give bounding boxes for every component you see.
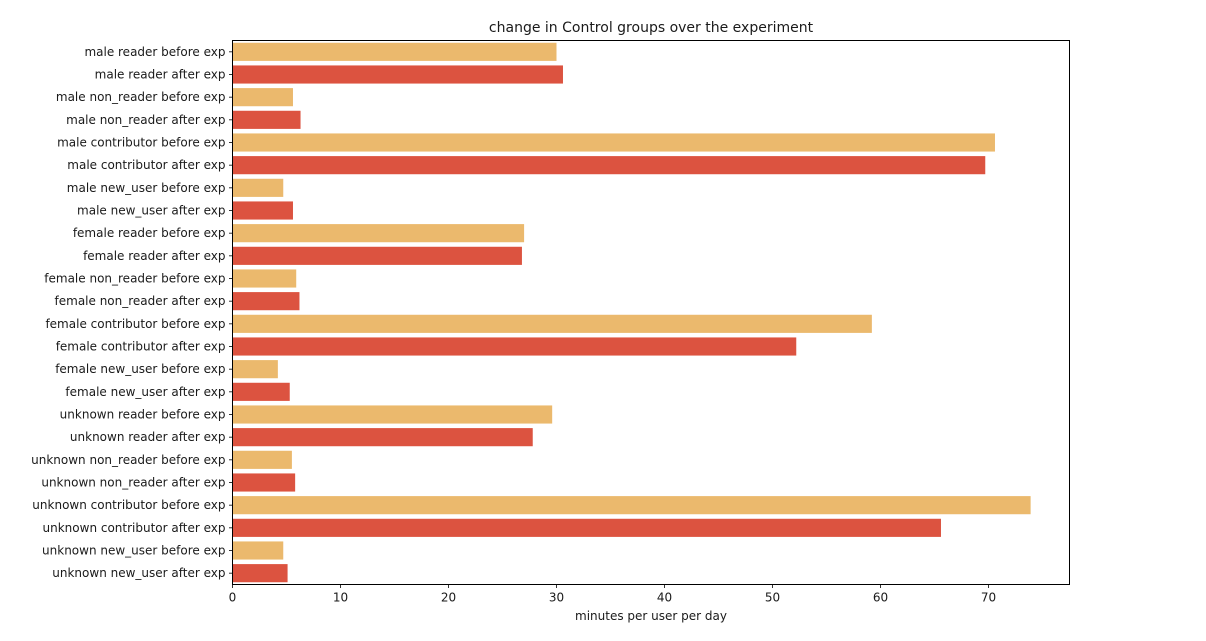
y-tick-label-1: male reader after exp	[95, 68, 226, 82]
y-tick-label-0: male reader before exp	[84, 45, 225, 59]
y-tick-label-10: female non_reader before exp	[44, 272, 225, 286]
y-tick-label-15: female new_user after exp	[65, 385, 225, 399]
y-tick-label-6: male new_user before exp	[67, 181, 226, 195]
x-tick-label-4: 40	[657, 591, 672, 605]
bar-3	[232, 110, 301, 129]
y-tick-label-16: unknown reader before exp	[60, 408, 226, 422]
y-tick-label-3: male non_reader after exp	[66, 113, 225, 127]
x-tick-label-1: 10	[333, 591, 348, 605]
bar-0	[232, 42, 557, 61]
bar-1	[232, 65, 563, 84]
y-tick-label-2: male non_reader before exp	[56, 90, 226, 104]
bar-21	[232, 518, 941, 537]
bar-23	[232, 564, 288, 583]
bar-14	[232, 360, 278, 379]
x-axis-label: minutes per user per day	[575, 609, 727, 623]
bar-19	[232, 473, 296, 492]
x-tick-label-3: 30	[549, 591, 564, 605]
bar-13	[232, 337, 797, 356]
y-tick-label-7: male new_user after exp	[77, 204, 225, 218]
bar-22	[232, 541, 284, 560]
x-tick-label-6: 60	[873, 591, 888, 605]
bar-17	[232, 428, 533, 447]
y-tick-label-22: unknown new_user before exp	[42, 544, 225, 558]
bar-20	[232, 496, 1031, 515]
bar-16	[232, 405, 553, 424]
x-tick-label-7: 70	[981, 591, 996, 605]
bar-9	[232, 246, 522, 265]
y-tick-label-14: female new_user before exp	[55, 362, 225, 376]
bar-7	[232, 201, 293, 220]
y-tick-label-5: male contributor after exp	[67, 158, 225, 172]
bar-6	[232, 178, 284, 197]
y-axis-ticks: male reader before exp male reader after …	[31, 45, 233, 580]
y-tick-label-13: female contributor after exp	[56, 340, 226, 354]
y-tick-label-8: female reader before exp	[73, 226, 226, 240]
y-tick-label-20: unknown contributor before exp	[32, 498, 225, 512]
x-tick-label-0: 0	[229, 591, 237, 605]
bar-10	[232, 269, 297, 288]
x-tick-label-5: 50	[765, 591, 780, 605]
y-tick-label-9: female reader after exp	[83, 249, 225, 263]
bar-12	[232, 314, 872, 333]
y-tick-label-21: unknown contributor after exp	[43, 521, 226, 535]
chart-title: change in Control groups over the experi…	[489, 20, 814, 36]
bar-2	[232, 88, 293, 107]
y-tick-label-17: unknown reader after exp	[70, 430, 226, 444]
y-tick-label-11: female non_reader after exp	[55, 294, 226, 308]
y-tick-label-12: female contributor before exp	[45, 317, 225, 331]
bar-4	[232, 133, 995, 152]
bar-11	[232, 292, 300, 311]
bar-18	[232, 450, 292, 469]
y-tick-label-23: unknown new_user after exp	[52, 566, 225, 580]
y-tick-label-18: unknown non_reader before exp	[31, 453, 225, 467]
bar-8	[232, 224, 525, 243]
plot-frame	[232, 40, 1070, 585]
y-tick-label-4: male contributor before exp	[57, 136, 225, 150]
bars-group	[232, 42, 1031, 583]
y-tick-label-19: unknown non_reader after exp	[41, 476, 225, 490]
x-tick-label-2: 20	[441, 591, 456, 605]
bar-5	[232, 156, 986, 175]
x-axis-ticks: 0 10 20 30 40 50 60 70	[229, 584, 996, 605]
bar-15	[232, 382, 290, 401]
